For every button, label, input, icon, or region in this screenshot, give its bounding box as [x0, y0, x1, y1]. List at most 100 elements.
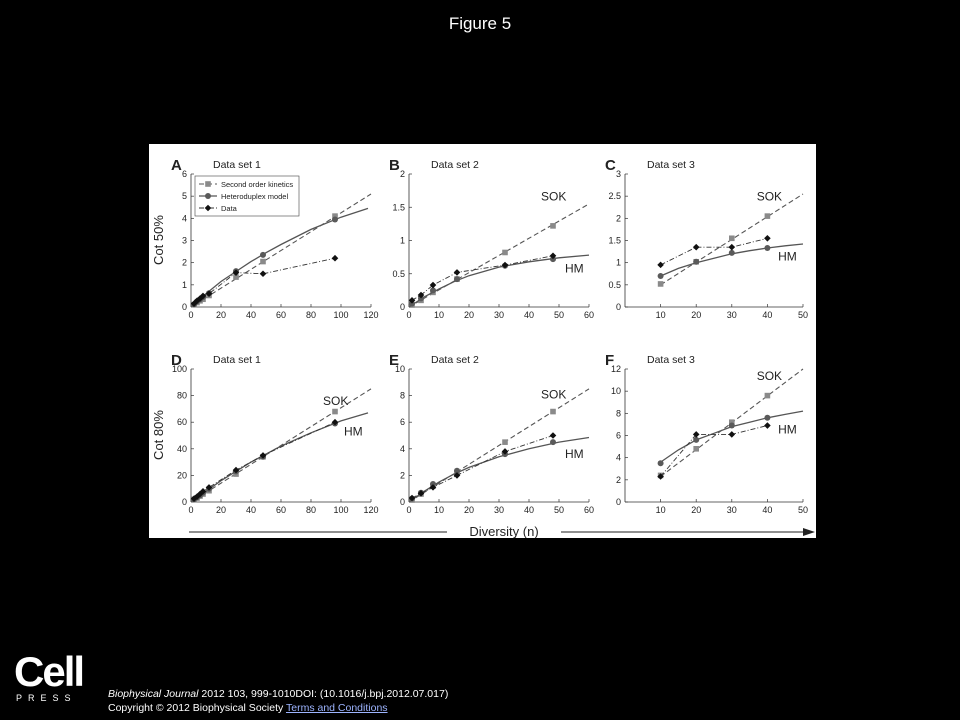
data-point-diamond — [199, 292, 207, 300]
data-point-diamond — [657, 473, 664, 480]
panel-letter: D — [171, 352, 182, 369]
series-line-circle — [408, 436, 590, 503]
x-tick-label: 30 — [727, 505, 737, 515]
footer-citation: Biophysical Journal 2012 103, 999-1010DO… — [108, 687, 448, 715]
cell-press-logo: Cell PRESS — [14, 649, 85, 705]
data-point-diamond — [657, 261, 664, 269]
data-point-diamond — [429, 281, 437, 289]
y-tick-label: 1 — [400, 236, 405, 246]
data-point-diamond — [453, 472, 461, 479]
y-tick-label: 6 — [182, 169, 187, 179]
y-tick-label: 2.5 — [608, 191, 621, 201]
data-point-diamond — [196, 490, 204, 498]
y-label-row-1: Cot 50% — [151, 215, 166, 265]
data-point-diamond — [331, 418, 339, 426]
data-point-diamond — [764, 234, 771, 242]
data-point-circle — [418, 295, 424, 302]
terms-link[interactable]: Terms and Conditions — [285, 702, 388, 714]
x-tick-label: 20 — [691, 310, 701, 320]
x-tick-label: 40 — [762, 505, 772, 515]
diversity-arrow-head — [803, 528, 815, 536]
y-tick-label: 1.5 — [608, 236, 621, 246]
data-point-circle — [657, 272, 664, 279]
x-tick-label: 40 — [762, 310, 772, 320]
series-line-circle — [190, 412, 369, 503]
data-point-diamond — [190, 495, 198, 502]
sok-label: SOK — [757, 190, 782, 204]
data-point-diamond — [501, 448, 509, 455]
x-tick-label: 60 — [584, 310, 594, 320]
x-tick-label: 80 — [306, 505, 316, 515]
data-point-diamond — [408, 494, 416, 502]
data-point-square — [550, 408, 556, 415]
y-tick-label: 6 — [616, 431, 621, 441]
y-tick-label: 0 — [400, 497, 405, 507]
journal-name: Biophysical Journal — [108, 688, 199, 700]
x-tick-label: 40 — [524, 310, 534, 320]
x-tick-label: 0 — [406, 505, 411, 515]
panel-title: Data set 2 — [431, 354, 479, 366]
figure-title: Figure 5 — [448, 14, 512, 33]
y-tick-label: 10 — [395, 364, 405, 374]
series-line-circle — [190, 207, 369, 308]
y-tick-label: 5 — [182, 191, 187, 201]
x-tick-label: 100 — [333, 310, 348, 320]
data-point-square — [657, 281, 664, 287]
data-point-diamond — [408, 297, 416, 304]
x-tick-label: 10 — [434, 310, 444, 320]
y-tick-label: 80 — [177, 391, 187, 401]
data-point-circle — [728, 422, 735, 429]
data-point-circle — [430, 481, 436, 488]
y-tick-label: 10 — [611, 386, 621, 396]
x-tick-label: 80 — [306, 310, 316, 320]
data-point-circle — [409, 300, 415, 307]
panel-title: Data set 3 — [647, 354, 695, 366]
series-line-square — [190, 193, 372, 308]
data-point-square — [332, 408, 338, 415]
logo-sub: PRESS — [16, 693, 77, 703]
x-tick-label: 40 — [524, 505, 534, 515]
data-point-diamond — [331, 254, 339, 262]
y-tick-label: 1.5 — [392, 202, 405, 212]
y-label-row-2: Cot 80% — [151, 410, 166, 460]
sok-label: SOK — [541, 190, 566, 204]
panel-title: Data set 1 — [213, 354, 261, 366]
data-point-square — [502, 249, 508, 256]
x-tick-label: 60 — [276, 505, 286, 515]
data-point-diamond — [692, 431, 700, 438]
y-tick-label: 8 — [616, 408, 621, 418]
citation-details: 2012 103, 999-1010DOI: (10.1016/j.bpj.20… — [198, 688, 449, 700]
x-tick-label: 60 — [276, 310, 286, 320]
data-point-square — [764, 213, 771, 219]
legend-entry: Heteroduplex model — [221, 192, 288, 201]
y-tick-label: 2 — [400, 169, 405, 179]
x-tick-label: 50 — [554, 310, 564, 320]
series-line-diamond — [193, 257, 336, 305]
copyright-line: Copyright © 2012 Biophysical Society Ter… — [108, 701, 448, 715]
x-tick-label: 10 — [656, 505, 666, 515]
y-tick-label: 2 — [182, 258, 187, 268]
hm-label: HM — [565, 447, 584, 461]
x-tick-label: 30 — [494, 505, 504, 515]
y-tick-label: 4 — [400, 444, 405, 454]
y-tick-label: 3 — [182, 236, 187, 246]
y-tick-label: 12 — [611, 364, 621, 374]
series-line-diamond — [660, 425, 768, 477]
panel-title: Data set 1 — [213, 159, 261, 171]
x-tick-label: 120 — [363, 310, 378, 320]
data-point-square — [764, 392, 771, 399]
x-tick-label: 40 — [246, 505, 256, 515]
data-point-circle — [728, 249, 735, 256]
legend-entry: Second order kinetics — [221, 180, 293, 189]
panel-title: Data set 2 — [431, 159, 479, 171]
data-point-diamond — [728, 431, 736, 438]
legend-swatch-marker — [205, 181, 211, 187]
data-point-diamond — [205, 484, 213, 491]
panel-c: 10 20 30 40 50 0 0.5 1 1.5 2 2.5 3C Data set 3 SOK HM — [605, 157, 808, 320]
x-tick-label: 10 — [656, 310, 666, 320]
sok-label: SOK — [323, 394, 348, 408]
data-point-diamond — [417, 291, 425, 299]
series-line-diamond — [660, 237, 768, 266]
data-point-circle — [454, 276, 460, 283]
